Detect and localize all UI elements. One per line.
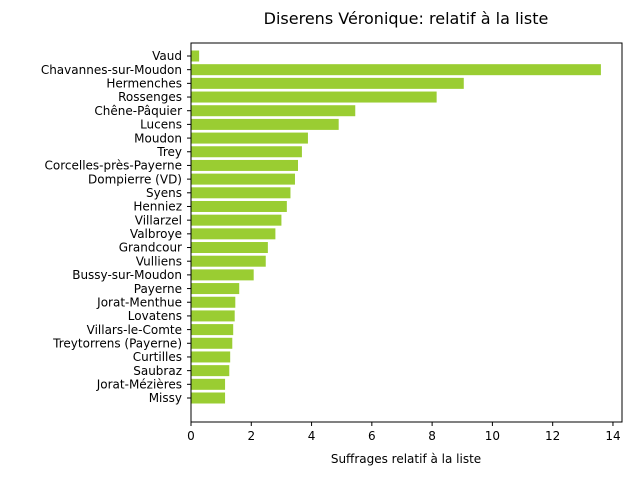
y-tick-label: Valbroye [130, 227, 182, 241]
x-tick-label: 12 [545, 429, 560, 443]
bar-20 [191, 324, 234, 336]
x-axis-ticks: 0 2 4 6 8 10 12 14 [187, 422, 621, 443]
bar-25 [191, 392, 226, 404]
y-tick-label: Trey [156, 145, 182, 159]
chart-title: Diserens Véronique: relatif à la liste [264, 9, 549, 28]
y-tick-label: Vaud [152, 49, 182, 63]
bar-7 [191, 146, 302, 158]
y-tick-label: Payerne [134, 282, 182, 296]
bar-19 [191, 310, 235, 322]
x-axis-label: Suffrages relatif à la liste [331, 452, 481, 466]
bar-16 [191, 269, 254, 281]
y-tick-label: Chavannes-sur-Moudon [41, 63, 182, 77]
bar-18 [191, 296, 236, 308]
y-tick-label: Rossenges [118, 90, 182, 104]
bar-9 [191, 173, 295, 185]
y-tick-label: Saubraz [133, 364, 182, 378]
bar-21 [191, 337, 233, 349]
y-tick-label: Treytorrens (Payerne) [52, 336, 182, 350]
bar-24 [191, 378, 226, 390]
x-tick-label: 4 [308, 429, 316, 443]
bar-3 [191, 91, 437, 103]
y-tick-label: Bussy-sur-Moudon [72, 268, 182, 282]
y-tick-label: Jorat-Mézières [96, 378, 182, 392]
bars-group [191, 50, 601, 404]
bar-17 [191, 283, 240, 295]
bar-1 [191, 64, 601, 76]
y-tick-label: Lovatens [128, 309, 182, 323]
y-tick-label: Vulliens [136, 254, 182, 268]
x-tick-label: 6 [368, 429, 376, 443]
bar-4 [191, 105, 356, 117]
x-tick-label: 0 [187, 429, 195, 443]
y-tick-label: Grandcour [119, 241, 182, 255]
x-tick-label: 10 [485, 429, 500, 443]
bar-15 [191, 255, 266, 267]
y-tick-label: Curtilles [133, 350, 182, 364]
y-tick-label: Lucens [140, 118, 182, 132]
bar-10 [191, 187, 291, 199]
x-tick-label: 2 [247, 429, 255, 443]
y-tick-label: Villars-le-Comte [87, 323, 182, 337]
bar-8 [191, 159, 298, 171]
bar-23 [191, 365, 230, 377]
y-tick-label: Missy [149, 391, 182, 405]
bar-11 [191, 200, 287, 212]
x-tick-label: 8 [428, 429, 436, 443]
bar-14 [191, 242, 268, 254]
bar-5 [191, 118, 339, 130]
y-tick-label: Chêne-Pâquier [94, 104, 182, 118]
y-tick-label: Villarzel [135, 213, 182, 227]
y-tick-label: Dompierre (VD) [88, 172, 182, 186]
bar-0 [191, 50, 200, 62]
y-tick-label: Moudon [134, 131, 182, 145]
y-tick-label: Henniez [133, 200, 182, 214]
bar-13 [191, 228, 276, 240]
y-tick-label: Corcelles-près-Payerne [44, 159, 182, 173]
bar-12 [191, 214, 282, 226]
y-axis-ticks: VaudChavannes-sur-MoudonHermenchesRossen… [41, 49, 191, 405]
bar-2 [191, 77, 464, 89]
bar-6 [191, 132, 308, 144]
x-tick-label: 14 [605, 429, 620, 443]
y-tick-label: Syens [146, 186, 182, 200]
y-tick-label: Jorat-Menthue [96, 295, 182, 309]
plot-frame [190, 42, 623, 423]
bar-22 [191, 351, 231, 363]
y-tick-label: Hermenches [106, 77, 182, 91]
